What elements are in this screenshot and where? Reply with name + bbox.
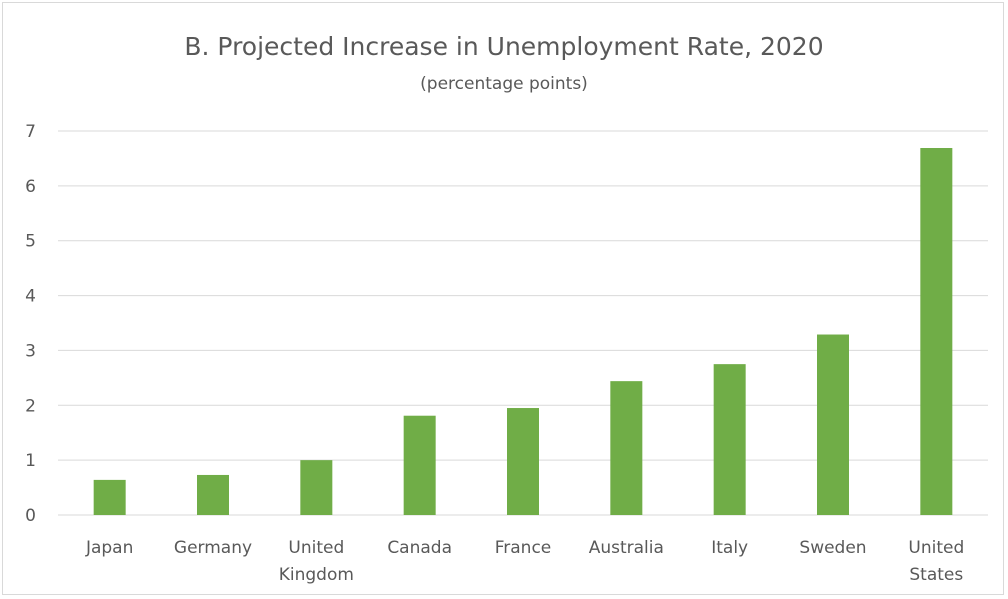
chart-subtitle: (percentage points) (420, 74, 588, 94)
y-tick-label: 2 (25, 396, 36, 416)
x-tick-label: Kingdom (279, 565, 354, 585)
bars (93, 148, 953, 515)
x-tick-label: Australia (589, 538, 664, 558)
bar-australia (610, 381, 643, 515)
y-tick-label: 0 (25, 506, 36, 526)
y-tick-label: 4 (25, 287, 36, 307)
y-tick-label: 7 (25, 122, 36, 142)
x-tick-label: Japan (85, 538, 133, 558)
x-tick-label: Sweden (799, 538, 866, 558)
x-tick-label: Italy (711, 538, 748, 558)
x-tick-label: United (288, 538, 344, 558)
y-axis-ticks: 0 1 2 3 4 5 6 7 (25, 122, 36, 526)
y-tick-label: 5 (25, 232, 36, 252)
bar-germany (197, 474, 229, 515)
y-tick-label: 3 (25, 341, 36, 361)
bar-france (507, 408, 539, 515)
bar-united-kingdom (300, 460, 333, 515)
x-tick-label: France (495, 538, 552, 558)
x-axis-ticks: Japan Germany United Kingdom Canada France Aus… (85, 538, 964, 585)
bar-italy (713, 364, 746, 515)
bar-united-states (920, 148, 953, 515)
x-tick-label: United (908, 538, 964, 558)
bar-sweden (817, 334, 849, 515)
y-tick-label: 6 (25, 177, 36, 197)
y-tick-label: 1 (25, 451, 36, 471)
x-tick-label: States (909, 565, 963, 585)
bar-japan (93, 479, 126, 515)
x-tick-label: Germany (174, 538, 252, 558)
chart-title: B. Projected Increase in Unemployment Ra… (184, 32, 824, 61)
bar-canada (403, 415, 436, 515)
x-tick-label: Canada (387, 538, 452, 558)
